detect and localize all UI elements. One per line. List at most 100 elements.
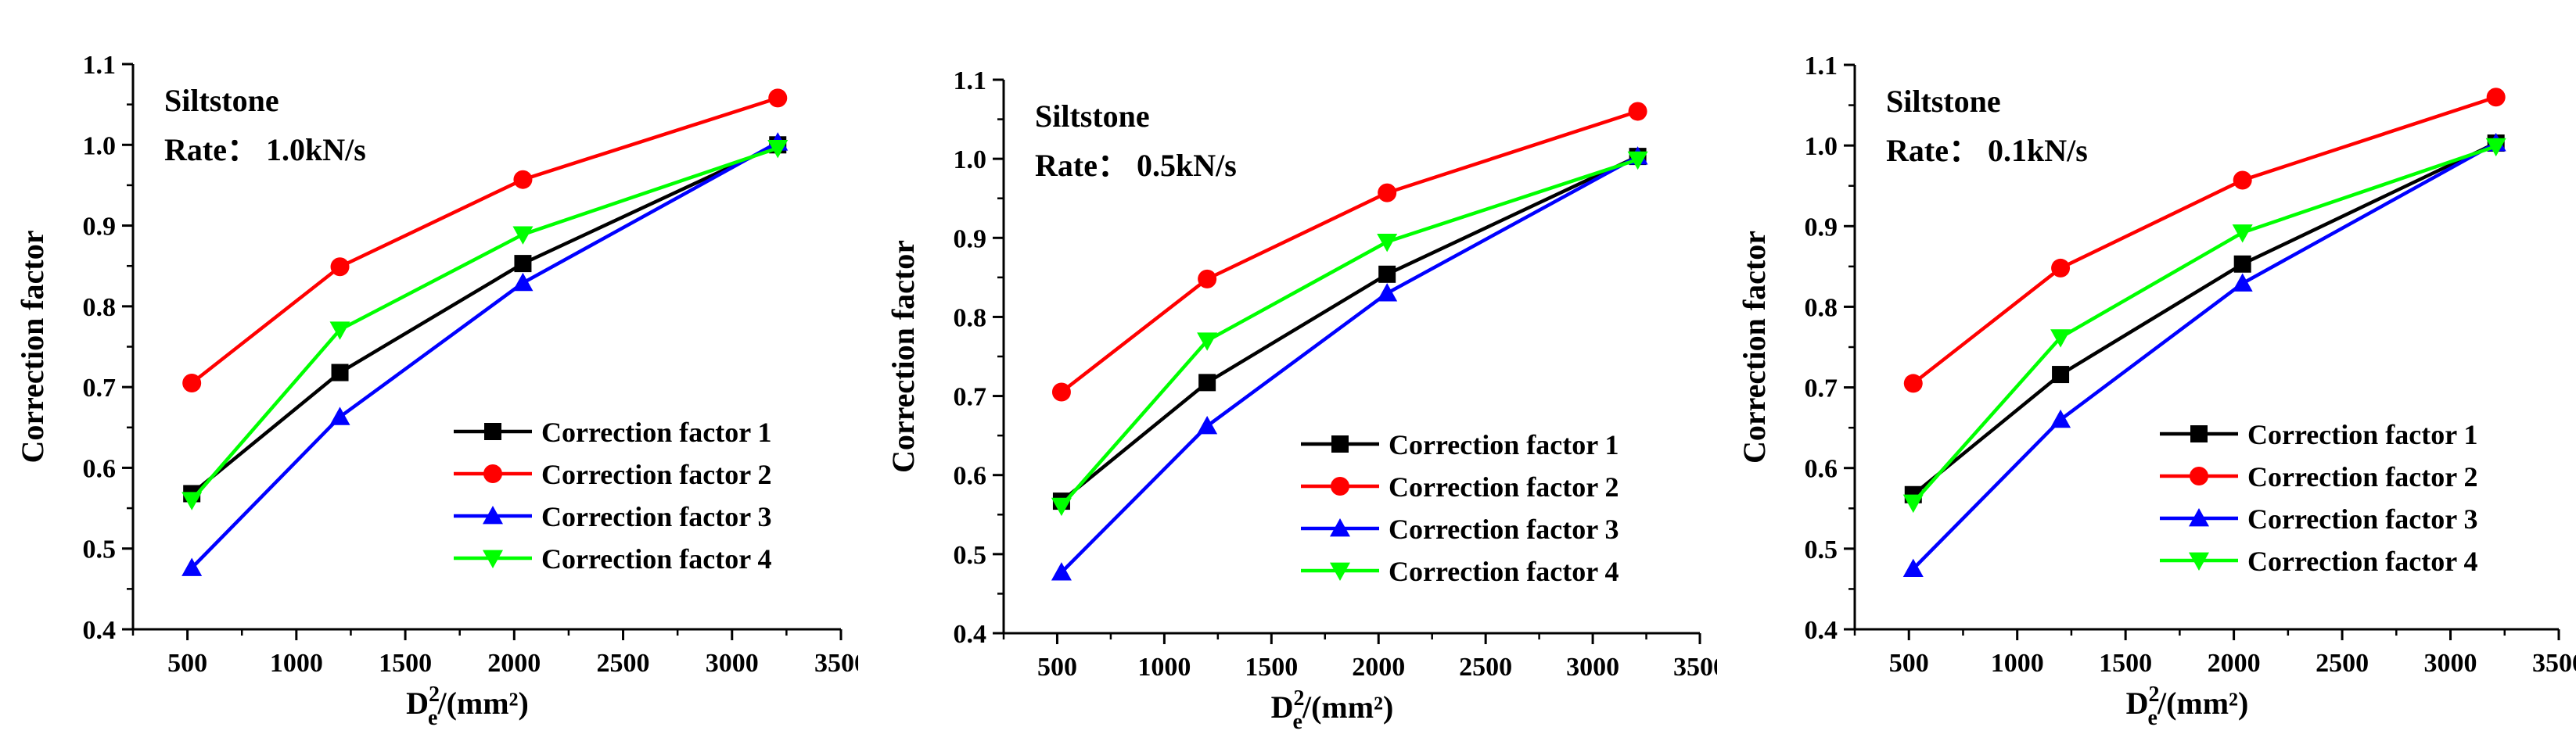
chart1-x-tick-label: 500 [167, 649, 207, 678]
chart2-series-2-point [1051, 382, 1071, 402]
chart2-series-4-point [1377, 233, 1398, 253]
chart1-series-4-point [181, 492, 203, 510]
chart1-y-tick-label: 0.7 [83, 374, 117, 403]
chart3-annotation-rate: Rate： 0.1kN/s [1886, 133, 2088, 168]
chart-panel-3: 0.4 0.5 0.6 0.7 0.8 0.9 1.0 1.1 500 1000 1500 2000 2… [1718, 0, 2576, 745]
chart3-y-axis-title: Correction factor [1737, 231, 1772, 464]
chart1-y-tick-label: 1.0 [83, 131, 117, 160]
chart3-series-2-point [2233, 170, 2252, 190]
chart1-series-2 [182, 88, 788, 392]
chart1-legend-swatch-marker [483, 464, 502, 483]
chart3-y-tick-label: 0.4 [1805, 616, 1838, 645]
chart2-y-tick-label: 0.8 [954, 303, 987, 332]
chart-panel-2: 0.4 0.5 0.6 0.7 0.8 0.9 1.0 1.1 500 1000 1500 2000 2… [859, 0, 1717, 745]
chart2-legend-swatch-marker [1331, 435, 1349, 453]
chart1-y-axis-title: Correction factor [15, 230, 50, 463]
chart3-y-tick-label: 0.8 [1805, 293, 1838, 322]
chart1-legend-entry-1: Correction factor 1 [454, 417, 772, 448]
chart3-legend-label: Correction factor 4 [2247, 546, 2478, 577]
chart2-x-axis-title-main: D [1271, 689, 1294, 725]
chart3-series-1-line [1912, 141, 2497, 496]
chart1-x-tick-label: 3000 [706, 649, 759, 678]
chart3-y-tick-label: 0.7 [1805, 374, 1838, 403]
chart2-series-1-point [1198, 374, 1216, 392]
chart2-legend-swatch-marker [1330, 518, 1350, 537]
chart3-series-3 [1902, 133, 2506, 578]
chart2-legend-entry-1: Correction factor 1 [1301, 429, 1619, 460]
chart3-x-tick-label: 1500 [2099, 649, 2152, 678]
chart1-legend-swatch-marker [483, 550, 503, 568]
chart2-x-tick-label: 3500 [1673, 653, 1717, 682]
chart1-series-2-point [330, 257, 350, 277]
chart1-legend-label: Correction factor 4 [541, 543, 772, 575]
chart3-series-1-point [2233, 255, 2251, 273]
chart3-legend-entry-3: Correction factor 3 [2160, 503, 2478, 535]
chart2-y-tick-label: 0.7 [954, 383, 987, 412]
chart1-series-3-point [329, 407, 350, 425]
chart3-series-2-line [1912, 95, 2497, 385]
chart2-y-tick-label: 1.0 [954, 145, 987, 174]
chart2-annotation-rate: Rate： 0.5kN/s [1035, 148, 1237, 183]
chart3-series-1-point [2052, 366, 2070, 384]
chart1-legend-entry-2: Correction factor 2 [454, 459, 772, 490]
chart2-series-3-point [1197, 416, 1218, 435]
chart3-series-4-point [2232, 224, 2253, 243]
chart1-series-3-point [181, 557, 203, 576]
line-chart-2: 0.4 0.5 0.6 0.7 0.8 0.9 1.0 1.1 500 1000 1500 2000 2… [886, 66, 1717, 734]
chart2-x-axis-title-sub: e [1293, 710, 1302, 734]
chart2-x-axis-title-sup: 2 [1294, 686, 1305, 711]
chart1-series-4-point [767, 140, 789, 159]
chart3-legend-swatch-marker [2190, 467, 2208, 485]
chart2-legend-label: Correction factor 4 [1389, 556, 1619, 587]
chart2-annotation-material: Siltstone [1035, 98, 1150, 134]
chart3-series-2-point [2486, 88, 2506, 107]
chart2-x-axis-title-unit: /(mm²) [1302, 689, 1393, 725]
chart2-x-tick-label: 1000 [1137, 653, 1191, 682]
chart2-legend-entry-4: Correction factor 4 [1301, 556, 1619, 587]
chart2-series-3-line [1060, 155, 1639, 574]
chart3-x-axis-title-sub: e [2148, 706, 2157, 730]
chart1-legend-entry-4: Correction factor 4 [454, 543, 772, 575]
chart3-series-2 [1903, 88, 2506, 393]
chart3-legend-swatch-marker [2189, 552, 2209, 571]
chart-panel-1: 0.4 0.5 0.6 0.7 0.8 0.9 1.0 1.1 500 1000 1500 2000 2… [0, 0, 858, 745]
chart2-series-2-point [1198, 269, 1217, 288]
chart2-series-2-point [1378, 183, 1397, 202]
chart1-legend-swatch-marker [483, 506, 503, 525]
chart2-y-axis-title: Correction factor [886, 240, 921, 473]
chart3-series-4-point [1902, 494, 1924, 514]
chart3-series-4-line [1912, 145, 2497, 504]
chart1-x-axis-title-main: D [406, 686, 429, 721]
chart1-series-2-line [190, 96, 778, 385]
chart3-x-axis-title: D2 e/(mm²) [2126, 682, 2249, 730]
chart1-series-1-point [514, 255, 532, 273]
chart2-series-4-point [1197, 332, 1218, 351]
chart3-legend-entry-1: Correction factor 1 [2160, 419, 2478, 450]
chart3-x-tick-label: 1000 [1991, 649, 2044, 678]
chart1-y-tick-label: 1.1 [83, 51, 117, 80]
chart2-legend-swatch-marker [1330, 562, 1350, 581]
chart3-y-tick-label: 1.1 [1805, 52, 1838, 81]
chart2-series-1-line [1060, 155, 1639, 503]
chart3-x-tick-label: 2000 [2208, 649, 2261, 678]
chart3-series-3-point [1902, 558, 1924, 578]
chart2-x-axis-title: D2 e/(mm²) [1271, 686, 1394, 734]
chart1-legend-label: Correction factor 3 [541, 501, 772, 532]
chart2-y-tick-label: 0.6 [954, 462, 987, 491]
chart1-series-1-line [190, 143, 779, 496]
chart1-series-3-line [190, 141, 779, 570]
chart3-y-tick-label: 1.0 [1805, 132, 1838, 161]
chart3-series-4-point [2485, 138, 2506, 157]
chart2-series-2-point [1628, 102, 1647, 121]
chart2-series-4-point [1627, 151, 1648, 170]
chart3-legend-entry-2: Correction factor 2 [2160, 461, 2478, 492]
chart1-x-axis-title-sub: e [428, 706, 437, 730]
chart2-legend-label: Correction factor 2 [1389, 471, 1619, 503]
chart3-x-tick-label: 3000 [2424, 649, 2477, 678]
chart1-y-tick-label: 0.6 [83, 454, 117, 483]
chart2-series-4-point [1051, 497, 1072, 517]
chart1-y-tick-label: 0.9 [83, 213, 117, 242]
chart2-series-3-point [1377, 283, 1398, 302]
chart1-x-tick-label: 2000 [487, 649, 541, 678]
chart3-x-tick-label: 500 [1889, 649, 1929, 678]
